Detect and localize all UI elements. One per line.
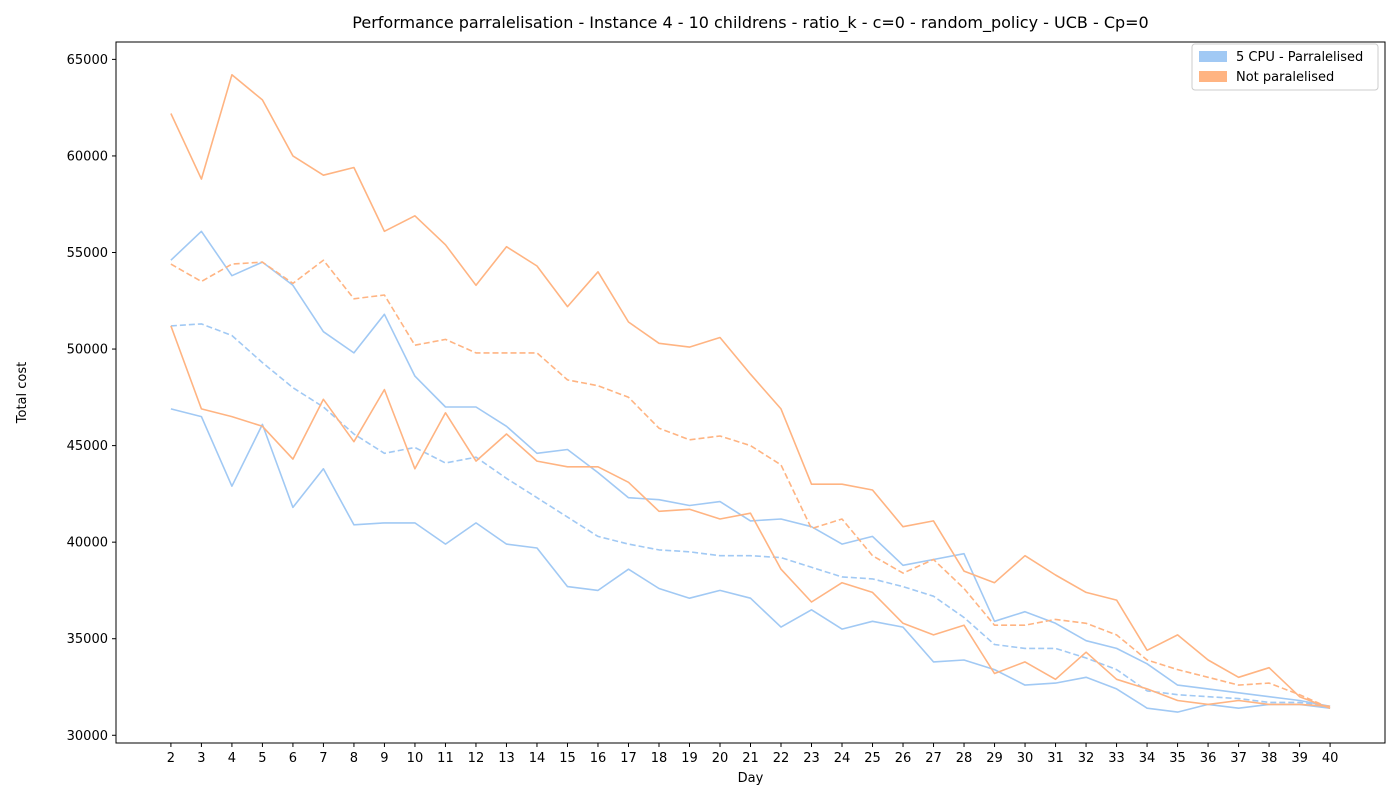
x-tick-label: 27 (925, 751, 942, 766)
x-tick-label: 14 (529, 751, 546, 766)
y-tick-label: 35000 (67, 632, 108, 647)
x-tick-label: 3 (197, 751, 205, 766)
y-tick-label: 55000 (67, 246, 108, 261)
x-tick-label: 16 (590, 751, 607, 766)
x-tick-label: 15 (559, 751, 576, 766)
x-tick-label: 29 (986, 751, 1003, 766)
chart-title: Performance parralelisation - Instance 4… (352, 13, 1148, 33)
x-tick-label: 20 (712, 751, 729, 766)
x-tick-label: 24 (834, 751, 851, 766)
x-tick-label: 12 (468, 751, 485, 766)
x-tick-label: 33 (1108, 751, 1125, 766)
x-tick-label: 34 (1139, 751, 1156, 766)
legend-swatch-parallel (1199, 51, 1227, 62)
y-tick-label: 45000 (67, 439, 108, 454)
x-tick-label: 11 (437, 751, 454, 766)
series-line-3 (170, 408, 1331, 713)
x-axis: 2 3 4 5 6 7 8 9 10 11 12 13 14 15 16 17 18 19 20 21 22 23 24 25… (167, 743, 1339, 766)
x-tick-label: 23 (803, 751, 820, 766)
x-tick-label: 4 (228, 751, 236, 766)
x-tick-label: 38 (1261, 751, 1278, 766)
legend-label-not-parallel: Not paralelised (1236, 70, 1334, 85)
x-tick-label: 19 (681, 751, 698, 766)
y-axis-label: Total cost (15, 362, 30, 424)
x-tick-label: 2 (167, 751, 175, 766)
series-line-4 (170, 74, 1331, 709)
y-tick-label: 40000 (67, 536, 108, 551)
x-tick-label: 9 (380, 751, 388, 766)
x-tick-label: 5 (258, 751, 266, 766)
x-tick-label: 21 (742, 751, 759, 766)
y-tick-label: 50000 (67, 343, 108, 358)
y-tick-label: 30000 (67, 729, 108, 744)
chart-marks (170, 74, 1331, 713)
x-tick-label: 39 (1291, 751, 1308, 766)
series-line-1 (170, 230, 1331, 708)
x-axis-label: Day (738, 771, 764, 786)
series-line-5 (170, 259, 1331, 709)
legend-label-parallel: 5 CPU - Parralelised (1236, 50, 1363, 65)
y-tick-label: 60000 (67, 149, 108, 164)
series-line-6 (170, 325, 1331, 708)
x-tick-label: 37 (1230, 751, 1247, 766)
x-tick-label: 30 (1017, 751, 1034, 766)
x-tick-label: 26 (895, 751, 912, 766)
x-tick-label: 32 (1078, 751, 1095, 766)
legend-swatch-not-parallel (1199, 71, 1227, 82)
legend: 5 CPU - Parralelised Not paralelised (1191, 43, 1379, 91)
x-tick-label: 31 (1047, 751, 1064, 766)
x-tick-label: 10 (407, 751, 424, 766)
legend-box (1191, 43, 1379, 91)
y-tick-label: 65000 (67, 53, 108, 68)
x-tick-label: 22 (773, 751, 790, 766)
x-tick-label: 36 (1200, 751, 1217, 766)
x-tick-label: 17 (620, 751, 637, 766)
series-line-2 (170, 323, 1331, 708)
y-axis: 30000 35000 40000 45000 50000 55000 60000 65000 (67, 53, 116, 744)
x-tick-label: 8 (350, 751, 358, 766)
x-tick-label: 13 (498, 751, 515, 766)
x-tick-label: 18 (651, 751, 668, 766)
x-tick-label: 6 (289, 751, 297, 766)
x-tick-label: 7 (319, 751, 327, 766)
x-tick-label: 25 (864, 751, 881, 766)
plot-frame (115, 41, 1386, 744)
x-tick-label: 28 (956, 751, 973, 766)
x-tick-label: 40 (1322, 751, 1339, 766)
x-tick-label: 35 (1169, 751, 1186, 766)
